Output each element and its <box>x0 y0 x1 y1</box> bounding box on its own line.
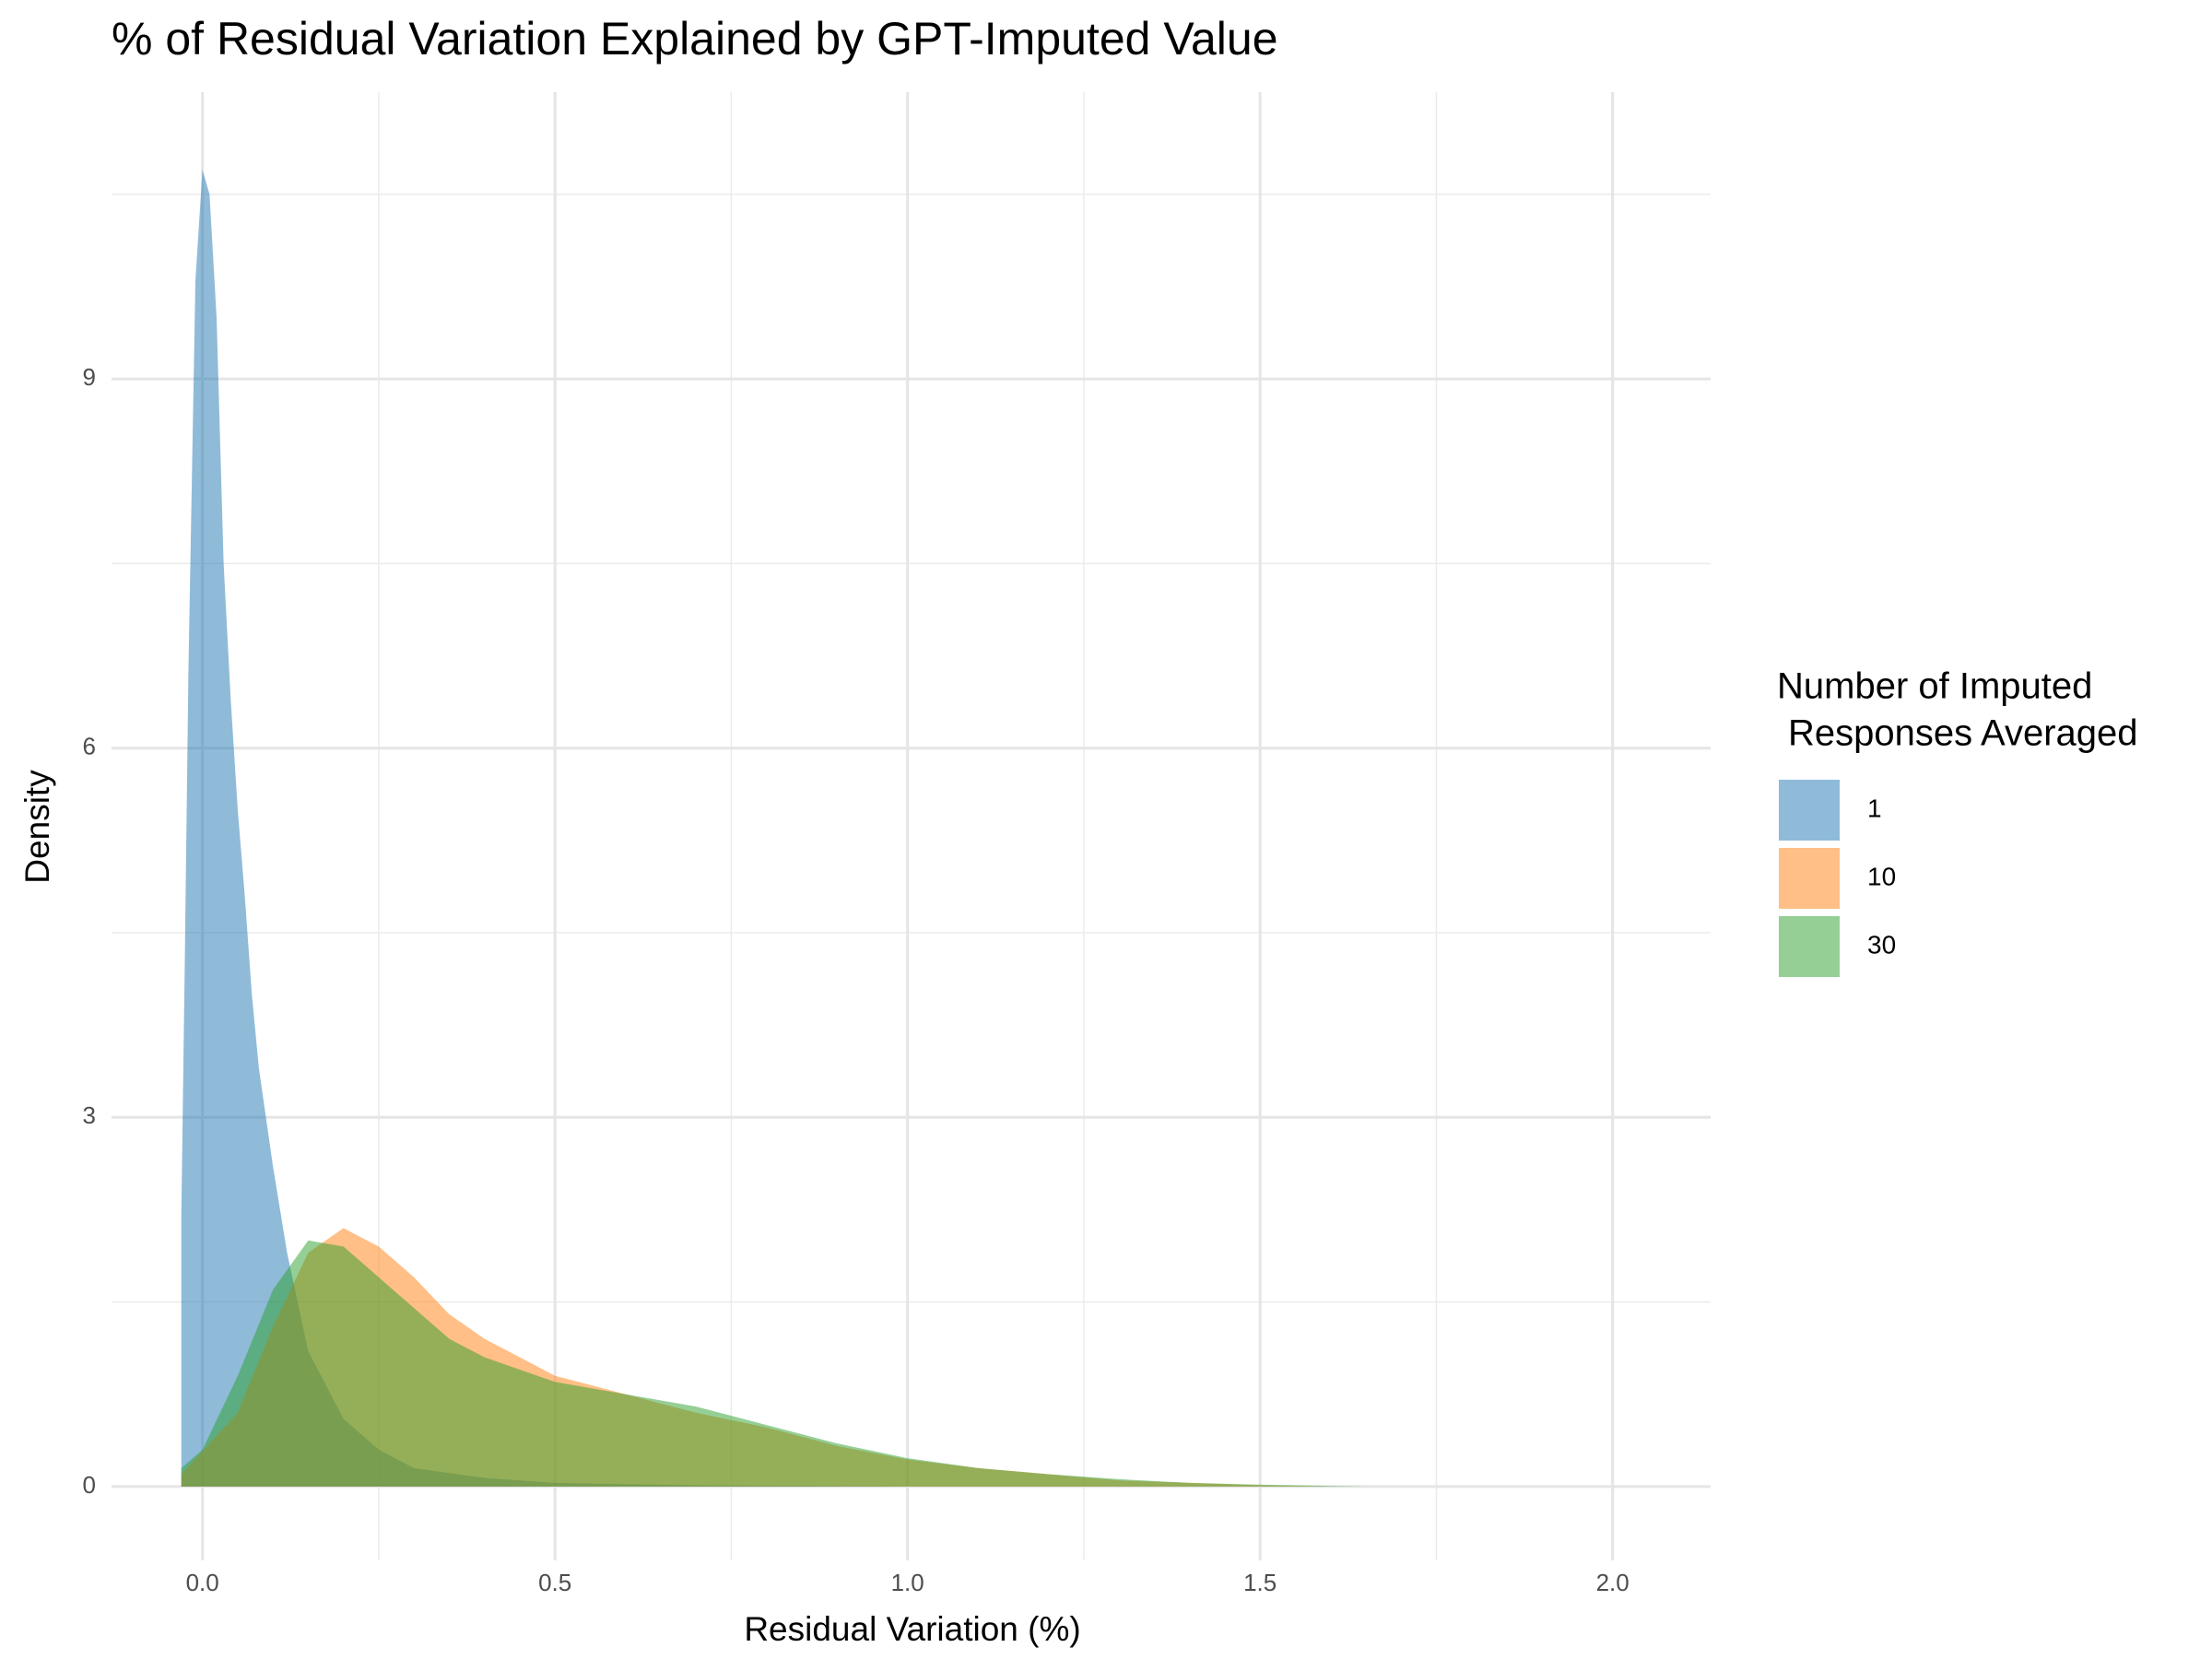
x-tick-label: 0.5 <box>538 1569 571 1596</box>
legend-key <box>1779 780 1840 841</box>
legend-title: Number of Imputed <box>1777 666 2092 707</box>
legend-title: Responses Averaged <box>1788 713 2138 754</box>
legend-key <box>1779 848 1840 909</box>
y-tick-label: 3 <box>83 1101 96 1129</box>
x-axis-title: Residual Variation (%) <box>744 1610 1080 1648</box>
legend-key <box>1779 916 1840 977</box>
density-area <box>181 1240 1366 1487</box>
y-tick-label: 6 <box>83 733 96 760</box>
chart-title: % of Residual Variation Explained by GPT… <box>112 13 1278 65</box>
legend-label: 10 <box>1867 862 1896 890</box>
plot-area <box>181 170 1366 1487</box>
x-tick-label: 1.0 <box>891 1569 924 1596</box>
legend-label: 30 <box>1867 930 1896 959</box>
x-tick-label: 2.0 <box>1596 1569 1630 1596</box>
x-tick-label: 1.5 <box>1243 1569 1277 1596</box>
x-tick-label: 0.0 <box>186 1569 219 1596</box>
legend-label: 1 <box>1867 794 1882 822</box>
y-tick-label: 9 <box>83 363 96 391</box>
y-tick-label: 0 <box>83 1471 96 1499</box>
y-axis-title: Density <box>18 770 56 884</box>
legend: Number of Imputed Responses Averaged 1 10… <box>1777 666 2138 977</box>
